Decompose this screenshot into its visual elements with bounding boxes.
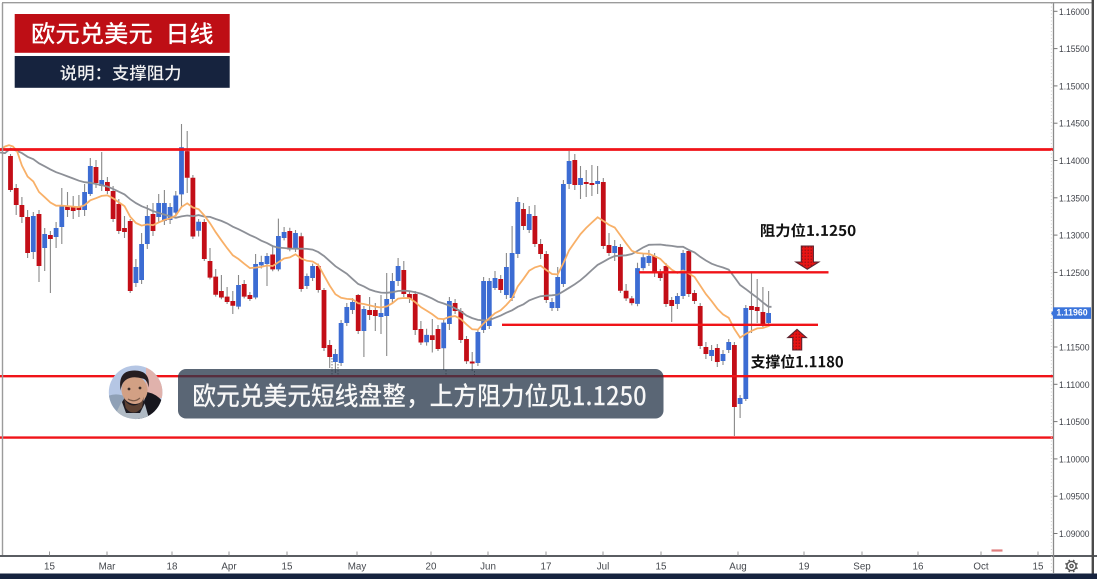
svg-text:1.11960: 1.11960: [1056, 307, 1087, 317]
svg-text:1.15500: 1.15500: [1059, 44, 1090, 55]
svg-text:Jul: Jul: [597, 562, 610, 573]
svg-text:20: 20: [426, 562, 437, 573]
svg-text:May: May: [348, 562, 367, 573]
svg-text:15: 15: [1033, 562, 1044, 573]
svg-text:Sep: Sep: [853, 562, 871, 573]
svg-text:1.10500: 1.10500: [1059, 417, 1090, 428]
svg-text:Jun: Jun: [480, 562, 496, 573]
svg-text:15: 15: [282, 562, 293, 573]
svg-text:1.14000: 1.14000: [1059, 156, 1090, 167]
svg-text:15: 15: [44, 562, 55, 573]
svg-text:1.14500: 1.14500: [1059, 119, 1090, 130]
svg-text:16: 16: [913, 562, 924, 573]
svg-text:18: 18: [167, 562, 178, 573]
svg-text:1.09500: 1.09500: [1059, 492, 1090, 503]
svg-text:Mar: Mar: [99, 562, 117, 573]
svg-text:19: 19: [799, 562, 810, 573]
svg-text:1.13500: 1.13500: [1059, 193, 1090, 204]
svg-text:Aug: Aug: [729, 562, 746, 573]
svg-text:15: 15: [656, 562, 667, 573]
svg-text:17: 17: [541, 562, 552, 573]
svg-text:1.13000: 1.13000: [1059, 231, 1090, 242]
svg-text:1.09000: 1.09000: [1059, 529, 1090, 540]
svg-text:1.11000: 1.11000: [1059, 380, 1090, 391]
svg-text:1.10000: 1.10000: [1059, 454, 1090, 465]
svg-text:1.12500: 1.12500: [1059, 268, 1090, 279]
svg-text:1.15000: 1.15000: [1059, 81, 1090, 92]
svg-text:Apr: Apr: [221, 562, 237, 573]
svg-text:Oct: Oct: [973, 562, 989, 573]
svg-text:1.11500: 1.11500: [1059, 343, 1090, 354]
svg-text:1.16000: 1.16000: [1059, 7, 1090, 18]
